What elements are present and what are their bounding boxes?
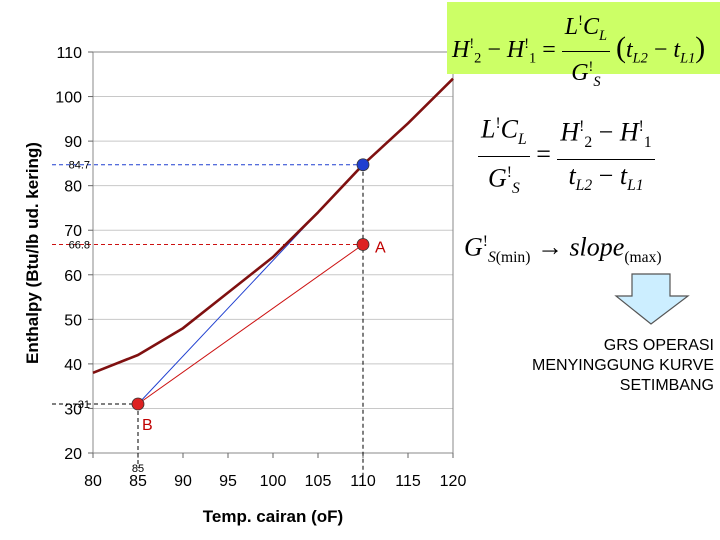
y-tick-label: 80: [64, 179, 82, 196]
data-point: [356, 238, 370, 251]
data-point: [131, 397, 145, 411]
plot-frame: [88, 51, 454, 458]
grid-lines: [93, 51, 453, 454]
note-line-3: SETIMBANG: [619, 377, 714, 394]
plot-area: [92, 51, 454, 454]
equilibrium-curve: [92, 77, 454, 375]
equation-box: [447, 2, 720, 74]
note-line-2: MENYINGGUNG KURVE: [532, 357, 714, 374]
guide-x-value-label: 85: [132, 463, 144, 475]
data-point: [356, 158, 370, 172]
equation-2: L!CL G!S = H!2 − H!1 tL2 − tL1: [478, 108, 655, 205]
guide-value-label: 66.8: [69, 239, 90, 251]
equilibrium-series-line: [92, 77, 454, 375]
guide-value-label: 31: [78, 399, 90, 411]
x-tick-label: 100: [260, 473, 287, 490]
x-tick-label: 95: [219, 473, 237, 490]
x-tick-label: 105: [305, 473, 332, 490]
x-axis-title: Temp. cairan (oF): [203, 507, 343, 526]
x-tick-label: 90: [174, 473, 192, 490]
equation-1: H!2 − H!1 = L!CL G!S (tL2 − tL1): [452, 6, 705, 97]
y-tick-label: 30: [64, 401, 82, 418]
point-label: B: [142, 417, 153, 434]
guide-value-label: 84.7: [69, 160, 90, 172]
y-tick-label: 50: [64, 312, 82, 329]
y-tick-label: 100: [55, 90, 82, 107]
x-tick-label: 115: [395, 473, 421, 490]
operating-line: [137, 244, 364, 405]
x-tick-label: 85: [129, 473, 147, 490]
data-points: AB: [131, 158, 386, 434]
note-line-1: GRS OPERASI: [603, 337, 714, 354]
point-label: A: [375, 239, 386, 256]
x-tick-label: 120: [440, 473, 467, 490]
equation-3: G!S(min) → slope(max): [464, 232, 662, 266]
down-arrow-icon: [614, 273, 690, 325]
operating-line-note: GRS OPERASI MENYINGGUNG KURVE SETIMBANG: [470, 336, 714, 396]
tick-labels: 80 85 90 95 100 105 110 115 120 20 30 40 50 60 70 80 90 1…: [55, 45, 466, 490]
y-tick-label: 60: [64, 268, 82, 285]
y-tick-label: 40: [64, 357, 82, 374]
y-tick-label: 90: [64, 134, 82, 151]
x-tick-label: 80: [84, 473, 102, 490]
y-tick-label: 70: [64, 223, 82, 240]
y-tick-label: 110: [56, 45, 82, 62]
guide-lines: 84.7 66.8 31 85: [52, 160, 364, 478]
y-tick-label: 20: [64, 446, 82, 463]
y-axis-title: Enthalpy (Btu/lb ud. kering): [23, 142, 42, 364]
x-tick-label: 110: [350, 473, 376, 490]
